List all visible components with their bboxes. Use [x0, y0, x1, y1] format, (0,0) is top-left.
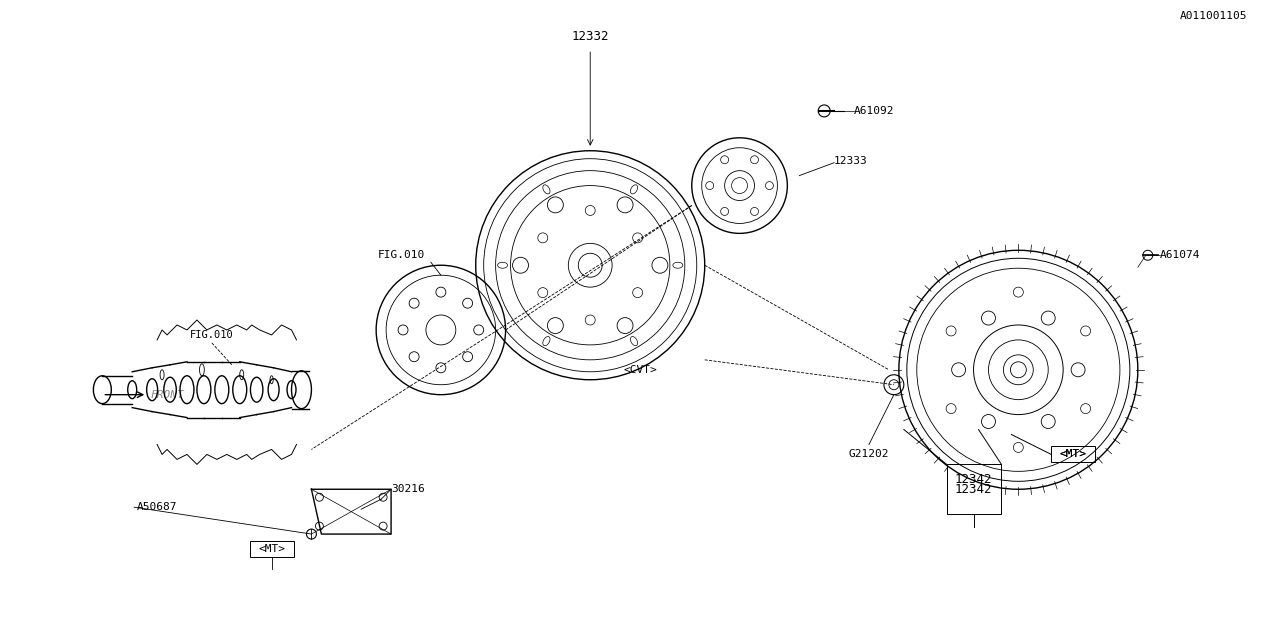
Text: 12342: 12342 — [955, 483, 992, 496]
Text: 12333: 12333 — [835, 156, 868, 166]
Text: A50687: A50687 — [137, 502, 178, 512]
Text: <MT>: <MT> — [259, 544, 285, 554]
Text: FRONT: FRONT — [150, 390, 184, 399]
Text: A61074: A61074 — [1160, 250, 1201, 260]
Text: FIG.010: FIG.010 — [189, 330, 234, 340]
Text: 12332: 12332 — [571, 29, 609, 43]
Text: 30216: 30216 — [392, 484, 425, 494]
Bar — [947, 465, 1001, 514]
Text: FIG.010: FIG.010 — [378, 250, 425, 260]
Text: A011001105: A011001105 — [1180, 12, 1247, 21]
Text: <MT>: <MT> — [1060, 449, 1087, 460]
Text: <CVT>: <CVT> — [623, 365, 657, 375]
Text: <MT>: <MT> — [1060, 449, 1087, 460]
Bar — [1051, 447, 1094, 462]
Bar — [250, 541, 293, 557]
Text: A61092: A61092 — [854, 106, 895, 116]
Text: G21202: G21202 — [849, 449, 890, 460]
Text: 12342: 12342 — [955, 473, 992, 486]
